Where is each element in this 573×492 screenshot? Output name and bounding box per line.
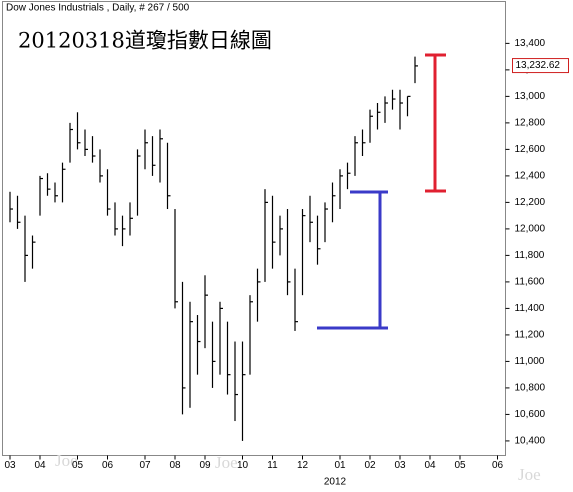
chart-header: Dow Jones Industrials , Daily, # 267 / 5…: [6, 3, 190, 14]
x-tick-label: 12: [297, 460, 309, 471]
y-tick-label: 12,800: [515, 118, 546, 129]
x-tick-label: 04: [34, 460, 46, 471]
x-tick-label: 01: [334, 460, 346, 471]
watermark: Joe: [518, 465, 541, 484]
x-tick-label: 11: [267, 460, 278, 471]
last-price-label: 13,232.62: [516, 60, 561, 71]
x-tick-label: 10: [237, 460, 249, 471]
x-tick-label: 06: [492, 460, 504, 471]
y-tick-label: 13,000: [515, 91, 546, 102]
y-tick-label: 10,600: [515, 409, 546, 420]
y-tick-label: 12,400: [515, 171, 546, 182]
x-tick-label: 07: [139, 460, 151, 471]
y-tick-label: 13,400: [515, 38, 546, 49]
y-tick-label: 10,400: [515, 436, 546, 447]
x-tick-label: 06: [102, 460, 114, 471]
y-tick-label: 11,600: [515, 277, 545, 288]
plot-frame: [2, 1, 506, 456]
y-tick-label: 11,000: [515, 356, 545, 367]
y-tick-label: 11,200: [515, 330, 545, 341]
red-bracket: [425, 53, 446, 193]
y-tick-label: 11,800: [515, 250, 545, 261]
x-tick-label: 08: [169, 460, 181, 471]
last-price-box: [512, 58, 569, 74]
x-tick-label: 04: [424, 460, 436, 471]
x-tick-label: 05: [454, 460, 466, 471]
y-tick-label: 12,000: [515, 224, 546, 235]
y-tick-label: 12,200: [515, 197, 546, 208]
y-tick-label: 12,600: [515, 144, 546, 155]
x-tick-label: 02: [364, 460, 376, 471]
y-tick-label: 11,400: [515, 303, 545, 314]
watermark: Joe: [55, 451, 78, 470]
x-tick-label: 03: [4, 460, 16, 471]
chart-title: 20120318道瓊指數日線圖: [18, 29, 272, 53]
y-tick-label: 10,800: [515, 383, 546, 394]
watermark: Joe: [215, 453, 238, 472]
x-year-label: 2012: [324, 477, 347, 488]
x-tick-label: 03: [394, 460, 406, 471]
x-tick-label: 05: [72, 460, 84, 471]
blue-bracket: [317, 190, 388, 330]
x-tick-label: 09: [199, 460, 211, 471]
